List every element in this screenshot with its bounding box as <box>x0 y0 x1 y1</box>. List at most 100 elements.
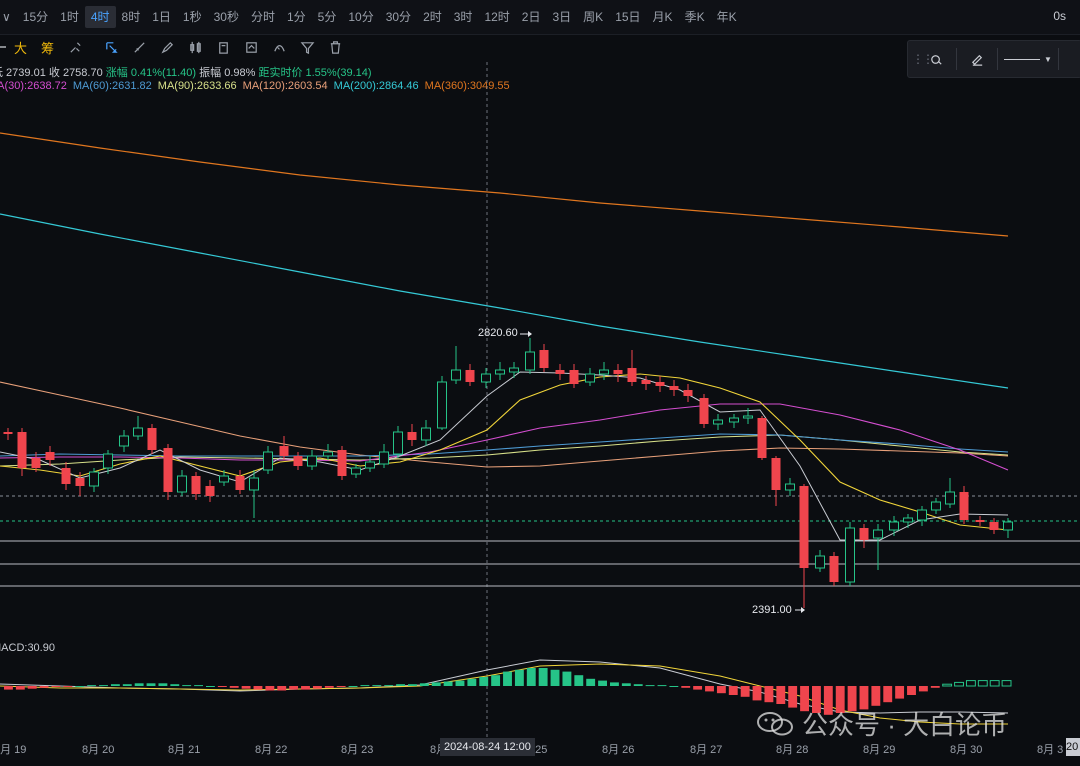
drawing-toolbar: 大 筹 <box>0 36 344 58</box>
macd-bar <box>229 686 239 688</box>
ma30-legend: MA(30):2638.72 <box>0 80 67 92</box>
timeframe-12h[interactable]: 12时 <box>484 10 510 24</box>
timeframe-2h[interactable]: 2时 <box>423 10 442 24</box>
timeframe-3h[interactable]: 3时 <box>453 10 473 24</box>
drawing-settings-icon[interactable] <box>66 38 84 56</box>
timeframe-5m[interactable]: 5分 <box>317 10 337 24</box>
candle-body <box>627 368 637 382</box>
timeframe-year[interactable]: 年K <box>716 10 737 24</box>
line-style-select[interactable]: ▼ <box>1004 55 1052 64</box>
magnet-tool-icon[interactable] <box>270 38 288 56</box>
trash-icon[interactable] <box>326 38 344 56</box>
candle-body <box>889 521 899 531</box>
floating-style-bar: ⋮⋮ ▼ <box>907 40 1080 78</box>
timeframe-intraday[interactable]: 分时 <box>250 10 275 24</box>
timeframe-1d[interactable]: 1日 <box>152 10 171 24</box>
low-value: 低 2739.01 <box>0 67 46 79</box>
macd-bar <box>182 685 192 687</box>
x-axis-label: 8月 3 <box>1037 744 1064 756</box>
candle-body <box>931 501 941 511</box>
pen-tool-icon[interactable] <box>158 38 176 56</box>
candle-body <box>133 427 143 437</box>
macd-bar <box>942 683 953 687</box>
low-price-label: 2391.00 <box>752 604 792 616</box>
candle-body <box>465 370 475 382</box>
macd-bar <box>15 686 25 690</box>
timeframe-week[interactable]: 周K <box>583 10 604 24</box>
timeframe-quarter[interactable]: 季K <box>684 10 705 24</box>
indicator-toggle-chou[interactable]: 筹 <box>41 40 55 56</box>
macd-bar <box>312 686 322 689</box>
pen-color-icon[interactable] <box>963 45 991 73</box>
macd-bar <box>360 685 370 687</box>
macd-bar <box>871 686 881 706</box>
refresh-interval[interactable]: 0s <box>1053 9 1066 23</box>
timeframe-15m[interactable]: 15分 <box>22 10 49 24</box>
filter-icon[interactable] <box>298 38 316 56</box>
macd-bar <box>907 686 916 695</box>
sync-drawing-icon[interactable] <box>922 45 950 73</box>
macd-bar <box>657 685 667 687</box>
macd-bar <box>253 686 263 690</box>
candle-body <box>437 381 447 429</box>
timeframe-menu-chevron[interactable]: ∨ <box>2 10 11 24</box>
timeframe-10m[interactable]: 10分 <box>348 10 374 24</box>
timeframe-3d[interactable]: 3日 <box>552 10 572 24</box>
chevron-down-icon: ▼ <box>1044 54 1052 64</box>
macd-bar <box>99 685 108 687</box>
measure-tool-icon[interactable] <box>214 38 232 56</box>
line-tool-icon[interactable] <box>130 38 148 56</box>
candle-group <box>3 338 1013 608</box>
timeframe-4h[interactable]: 4时 <box>84 6 116 28</box>
candle-body <box>683 390 693 396</box>
ma200-legend: MA(200):2864.46 <box>333 80 419 92</box>
timeframe-1m[interactable]: 1分 <box>286 10 306 24</box>
timeframe-8h[interactable]: 8时 <box>121 10 141 24</box>
macd-bar <box>764 686 774 703</box>
candle-body <box>509 367 519 373</box>
macd-bar <box>776 686 786 704</box>
timeframe-1h[interactable]: 1时 <box>60 10 79 24</box>
macd-bar <box>503 671 512 686</box>
candle-body <box>599 369 609 375</box>
macd-bar <box>681 686 691 688</box>
ma200-line <box>0 213 1009 389</box>
macd-bar <box>348 686 358 687</box>
candle-body <box>163 448 173 492</box>
macd-bar <box>63 686 73 687</box>
macd-bar <box>301 686 310 690</box>
timeframe-15d[interactable]: 15日 <box>615 10 641 24</box>
macd-bar <box>752 686 762 701</box>
x-axis-label: 8月 29 <box>863 744 896 756</box>
macd-bar <box>669 686 679 687</box>
x-axis-label: 8月 21 <box>168 744 201 756</box>
timeframe-1s[interactable]: 1秒 <box>182 10 202 24</box>
timeframe-30m[interactable]: 30分 <box>385 10 412 24</box>
x-axis-label: 8月 20 <box>82 744 115 756</box>
line-style-preview <box>1004 58 1040 60</box>
candle-body <box>959 492 969 520</box>
select-cursor-icon[interactable] <box>102 38 120 56</box>
candle-body <box>989 522 999 530</box>
macd-bar <box>954 681 964 687</box>
candle-body <box>31 458 41 468</box>
ma90-legend: MA(90):2633.66 <box>157 80 237 92</box>
macd-bar <box>122 684 132 686</box>
timeframe-month[interactable]: 月K <box>652 10 673 24</box>
candle-body <box>539 350 549 368</box>
candle-body <box>45 452 55 460</box>
amplitude-value: 振幅 0.98% <box>199 67 256 79</box>
macd-bar <box>847 686 857 712</box>
candle-body <box>89 471 99 487</box>
timeframe-30s[interactable]: 30秒 <box>213 10 239 24</box>
macd-bar <box>705 686 714 692</box>
timeframe-2d[interactable]: 2日 <box>521 10 541 24</box>
macd-bar <box>443 681 453 686</box>
macd-dea-line <box>0 663 1008 725</box>
indicator-toggle-da[interactable]: 大 <box>14 40 28 56</box>
macd-bar <box>550 669 560 686</box>
candle-body <box>815 555 825 569</box>
note-tool-icon[interactable] <box>242 38 260 56</box>
candle-tool-icon[interactable] <box>186 38 204 56</box>
